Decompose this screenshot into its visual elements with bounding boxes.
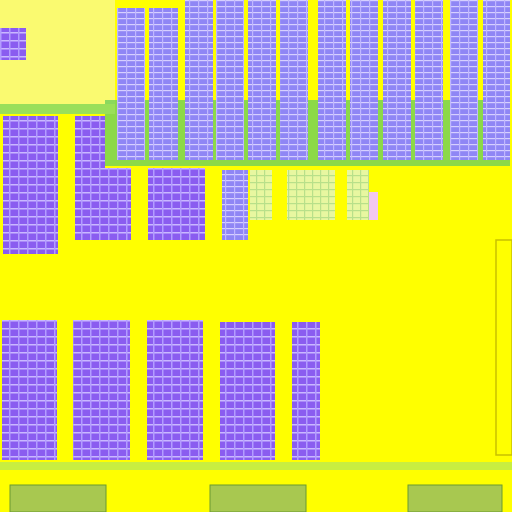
panel bbox=[415, 0, 443, 160]
panel bbox=[350, 0, 378, 160]
panel bbox=[220, 322, 275, 460]
panel bbox=[2, 320, 57, 460]
panel bbox=[73, 320, 130, 460]
panel bbox=[347, 170, 369, 220]
panel bbox=[75, 116, 105, 240]
roof-edge bbox=[495, 239, 512, 456]
panel bbox=[369, 192, 378, 220]
roof bbox=[209, 484, 307, 512]
panel bbox=[383, 0, 411, 160]
panel bbox=[292, 322, 320, 460]
panel bbox=[216, 0, 244, 160]
ground bbox=[0, 462, 512, 470]
panel-row bbox=[3, 116, 378, 254]
panel bbox=[483, 0, 510, 160]
roof bbox=[407, 484, 503, 512]
panel bbox=[280, 0, 308, 160]
panel bbox=[148, 168, 205, 240]
panel-row bbox=[117, 0, 510, 160]
panel bbox=[222, 170, 248, 240]
panel bbox=[3, 116, 58, 254]
panel bbox=[117, 8, 145, 160]
panel-row bbox=[2, 320, 320, 460]
roof bbox=[9, 484, 107, 512]
panel bbox=[149, 8, 178, 160]
panel bbox=[287, 170, 335, 220]
panel bbox=[185, 0, 213, 160]
panel bbox=[147, 320, 203, 460]
ground bbox=[0, 104, 115, 114]
panel bbox=[450, 0, 478, 160]
panel bbox=[250, 170, 272, 220]
panel bbox=[318, 0, 346, 160]
panel bbox=[105, 168, 131, 240]
panel bbox=[248, 0, 276, 160]
panel bbox=[0, 28, 26, 60]
